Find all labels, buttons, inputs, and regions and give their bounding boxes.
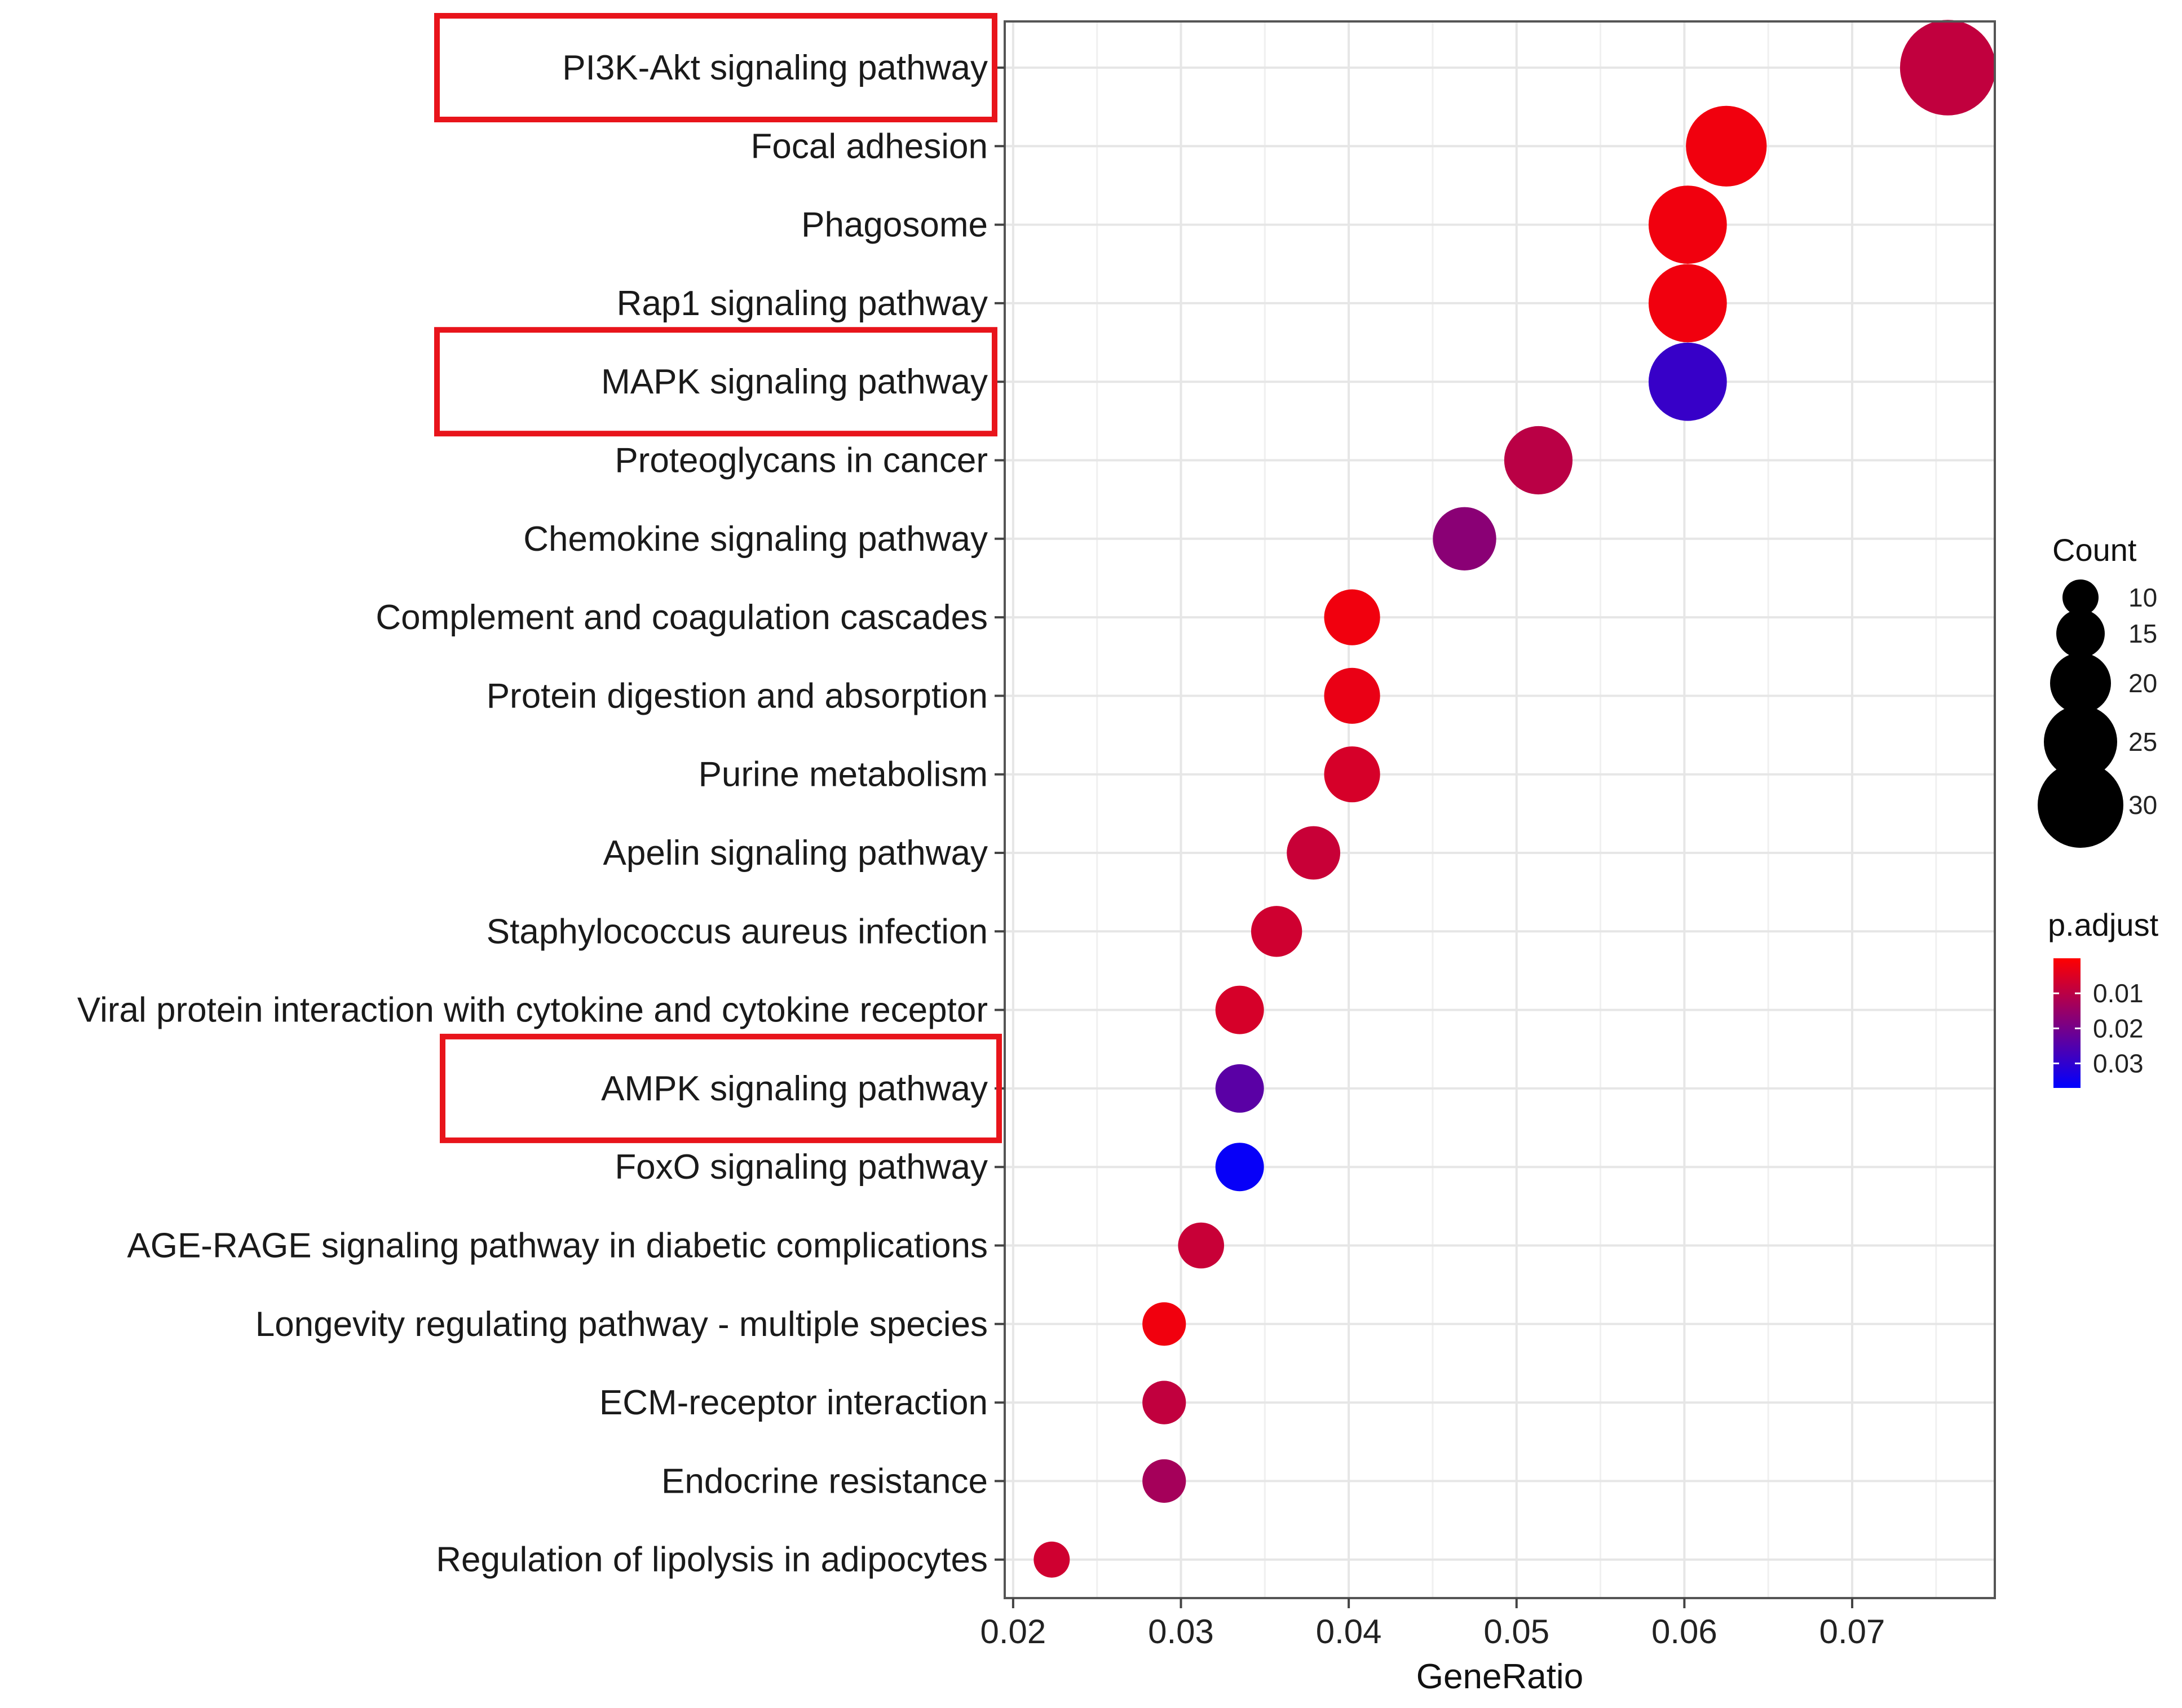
category-label: Staphylococcus aureus infection [487,912,988,951]
highlight-boxes [434,13,1002,1143]
x-tick-label: 0.02 [980,1613,1046,1651]
data-point [1324,746,1380,803]
padjust-colorbar [2053,958,2081,1088]
category-label: ECM-receptor interaction [599,1383,988,1422]
category-label: Regulation of lipolysis in adipocytes [436,1541,988,1579]
category-label: Viral protein interaction with cytokine … [77,991,988,1030]
x-tick-label: 0.03 [1148,1613,1214,1651]
data-point [1142,1380,1186,1424]
count-legend-key [2038,762,2123,848]
data-point [1215,985,1264,1034]
category-label: Rap1 signaling pathway [617,284,988,323]
data-point [1215,1064,1264,1113]
x-tick-label: 0.04 [1316,1613,1382,1651]
highlight-box [434,13,997,122]
x-axis-ticks [1012,1598,1854,1608]
data-point [1324,667,1380,724]
padjust-legend-label: 0.03 [2093,1048,2144,1078]
count-legend-label: 20 [2128,669,2157,698]
category-label: Proteoglycans in cancer [615,441,988,480]
data-point [1251,906,1302,957]
data-point [1504,426,1573,495]
x-tick-label: 0.06 [1651,1613,1717,1651]
padjust-legend-label: 0.01 [2093,979,2144,1008]
count-legend-key [2062,579,2099,616]
x-tick-label: 0.05 [1483,1613,1549,1651]
category-labels: PI3K-Akt signaling pathway Focal adhesion… [77,48,988,1579]
category-label: Complement and coagulation cascades [376,598,988,637]
data-point [1648,342,1727,421]
data-point [1900,20,1996,116]
category-label: Endocrine resistance [661,1462,988,1501]
highlight-box [434,327,997,437]
category-label: AMPK signaling pathway [601,1069,988,1108]
padjust-legend-title: p.adjust [2048,907,2159,943]
category-label: Longevity regulating pathway - multiple … [255,1305,988,1344]
count-legend-label: 30 [2128,790,2157,820]
padjust-legend-label: 0.02 [2093,1014,2144,1043]
category-label: PI3K-Akt signaling pathway [562,48,988,87]
data-point [1433,507,1496,570]
data-point [1287,826,1341,880]
data-point [1215,1143,1264,1192]
category-label: MAPK signaling pathway [601,362,988,401]
category-label: Phagosome [801,206,988,245]
y-axis-ticks [995,67,1005,1561]
data-point [1648,264,1727,343]
x-axis-title: GeneRatio [1416,1657,1583,1696]
data-point [1142,1459,1186,1503]
plot-panel [1005,21,1995,1598]
category-label: AGE-RAGE signaling pathway in diabetic c… [127,1227,988,1265]
count-legend-label: 25 [2128,727,2157,756]
category-label: Chemokine signaling pathway [523,520,988,559]
count-legend-key [2050,653,2111,714]
padjust-legend: p.adjust 0.01 0.02 0.03 [2048,907,2159,1088]
category-label: FoxO signaling pathway [615,1148,988,1187]
x-tick-labels: 0.02 0.03 0.04 0.05 0.06 0.07 [980,1613,1885,1651]
data-point [1142,1302,1186,1346]
count-legend-title: Count [2052,532,2137,568]
category-label: Purine metabolism [699,755,988,794]
data-point [1686,105,1767,187]
x-tick-label: 0.07 [1819,1613,1885,1651]
count-legend-key [2044,705,2117,778]
count-legend-label: 10 [2128,583,2157,612]
category-label: Focal adhesion [751,127,988,166]
count-legend-key [2056,609,2105,658]
data-point [1178,1222,1225,1269]
data-points [1033,20,1996,1578]
panel-border [1004,20,1996,1599]
count-legend-label: 15 [2128,619,2157,648]
highlight-box [440,1033,1002,1143]
category-label: Protein digestion and absorption [487,676,988,715]
category-label: Apelin signaling pathway [603,834,988,873]
data-point [1648,185,1727,264]
count-legend: Count 10 15 20 25 30 [2038,532,2157,848]
data-point [1033,1541,1070,1578]
data-point [1324,589,1380,645]
